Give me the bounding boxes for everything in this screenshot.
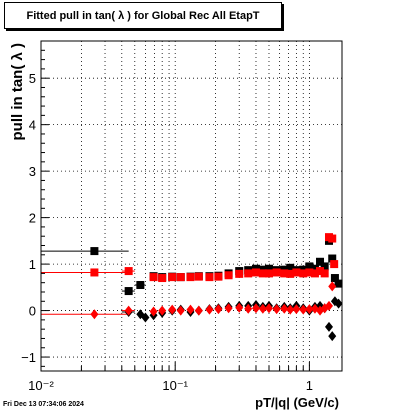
data-point-square (149, 273, 158, 282)
data-point-diamond (141, 312, 150, 323)
data-point-square (136, 281, 145, 290)
y-tick-label: −1 (21, 350, 36, 365)
data-point-square (328, 234, 337, 243)
data-point-square (330, 274, 339, 283)
data-point-square (90, 247, 99, 256)
data-point-square (305, 262, 314, 271)
data-point-diamond (149, 306, 158, 317)
axes: −1 0 1 2 3 4 5 10⁻² 10⁻¹ 1 (21, 49, 313, 393)
data-point-square (280, 269, 289, 278)
data-point-square (244, 269, 253, 278)
data-point-square (90, 268, 99, 277)
data-point-diamond (280, 303, 289, 314)
y-tick-label: 4 (29, 118, 36, 133)
data-point-square (264, 264, 273, 273)
data-point-diamond (328, 331, 337, 342)
data-point-square (330, 260, 339, 269)
data-point-diamond (205, 304, 214, 315)
data-point-square (328, 254, 337, 263)
chart-title-text: Fitted pull in tan( λ ) for Global Rec A… (26, 9, 260, 22)
x-axis-label: pT/|q| (GeV/c) (255, 395, 339, 410)
data-point-square (316, 267, 325, 276)
data-point-square (258, 269, 267, 278)
data-point-square (320, 269, 329, 278)
data-point-square (305, 268, 314, 277)
data-point-diamond (176, 305, 185, 316)
x-tick-label: 10⁻² (28, 378, 54, 393)
data-markers (90, 233, 343, 342)
data-point-square (310, 264, 319, 273)
data-point-diamond (292, 304, 301, 315)
error-bars (41, 250, 146, 315)
data-point-diamond (324, 300, 333, 311)
data-point-diamond (286, 304, 295, 315)
plot-frame (40, 40, 343, 372)
data-point-square (286, 269, 295, 278)
data-point-square (124, 267, 133, 276)
data-point-square (224, 271, 233, 280)
data-point-square (235, 269, 244, 278)
y-axis-label: pull in tan( λ ) (9, 43, 26, 141)
data-point-diamond (90, 309, 99, 320)
x-tick-label: 1 (306, 378, 313, 393)
data-point-square (158, 274, 167, 283)
y-tick-label: 2 (29, 211, 36, 226)
timestamp: Fri Dec 13 07:34:06 2024 (3, 401, 84, 408)
data-point-square (194, 272, 203, 281)
data-point-diamond (124, 305, 133, 316)
data-point-diamond (186, 304, 195, 315)
data-point-diamond (194, 305, 203, 316)
data-point-diamond (258, 303, 267, 314)
grid (40, 41, 342, 371)
y-tick-label: 0 (29, 304, 36, 319)
y-tick-label: 3 (29, 164, 36, 179)
data-point-square (272, 268, 281, 277)
data-point-diamond (272, 304, 281, 315)
y-tick-label: 1 (29, 257, 36, 272)
data-point-square (251, 268, 260, 277)
data-point-square (286, 263, 295, 272)
data-point-diamond (251, 303, 260, 314)
data-point-square (205, 273, 214, 282)
data-point-diamond (224, 303, 233, 314)
x-tick-label: 10⁻¹ (162, 378, 188, 393)
data-point-diamond (264, 303, 273, 314)
data-point-square (316, 257, 325, 266)
data-point-diamond (235, 302, 244, 313)
data-point-square (186, 273, 195, 282)
data-point-diamond (324, 321, 333, 332)
data-point-diamond (305, 304, 314, 315)
data-point-square (299, 269, 308, 278)
data-point-square (214, 272, 223, 281)
data-point-square (310, 269, 319, 278)
data-point-square (292, 268, 301, 277)
data-point-diamond (334, 298, 343, 309)
y-tick-label: 5 (29, 71, 36, 86)
data-point-square (176, 273, 185, 282)
data-point-square (334, 279, 343, 288)
data-point-square (264, 269, 273, 278)
chart-title: Fitted pull in tan( λ ) for Global Rec A… (4, 2, 282, 29)
data-point-square (320, 262, 329, 271)
data-point-diamond (299, 304, 308, 315)
data-point-square (124, 287, 133, 296)
data-point-diamond (328, 281, 337, 292)
data-point-square (168, 273, 177, 282)
data-point-diamond (244, 303, 253, 314)
data-point-diamond (214, 304, 223, 315)
data-point-diamond (158, 305, 167, 316)
data-point-diamond (168, 304, 177, 315)
